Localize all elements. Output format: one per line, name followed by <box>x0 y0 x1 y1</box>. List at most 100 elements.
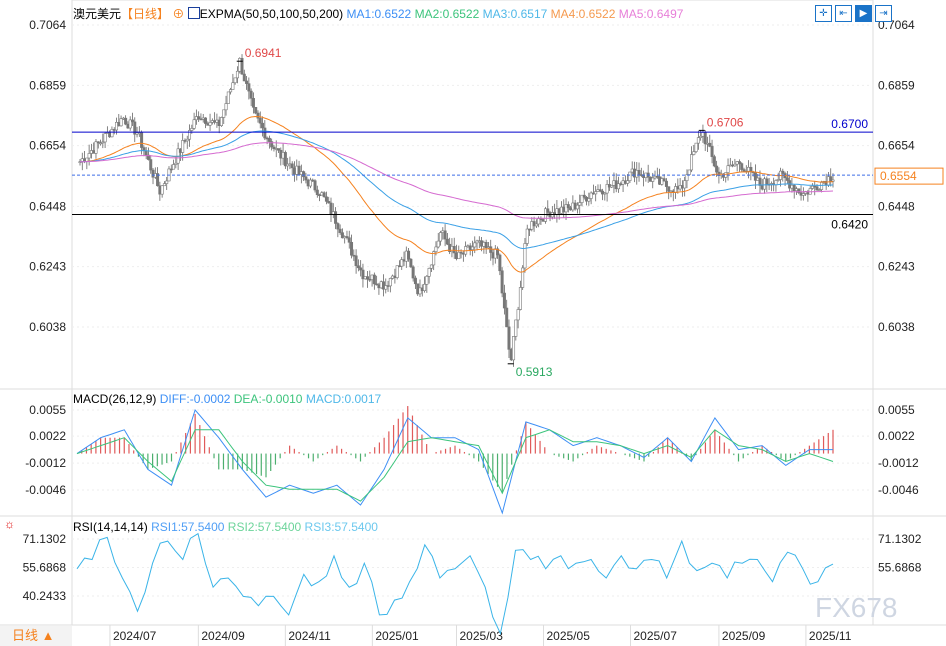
crosshair-icon[interactable]: ✛ <box>815 5 832 22</box>
candle-body <box>304 176 308 181</box>
diff-label: DIFF:-0.0002 <box>159 392 231 406</box>
y-tick-left: 0.6448 <box>29 199 66 213</box>
candle-body <box>156 173 160 187</box>
candle-body <box>737 161 741 164</box>
rsi-settings-icon[interactable]: ☼ <box>4 517 15 531</box>
candle-body <box>256 112 260 119</box>
candle-body <box>687 169 691 175</box>
low-label: 0.5913 <box>516 365 553 379</box>
macd-y-tick-right: 0.0022 <box>878 429 915 443</box>
candle-body <box>694 142 698 152</box>
candle-body <box>350 242 354 256</box>
candle-body <box>817 189 821 191</box>
header: 澳元美元【日线】 ⊕ EXPMA(50,50,100,50,200) MA1:0… <box>73 5 683 22</box>
candle-body <box>197 116 201 120</box>
candle-body <box>356 265 360 269</box>
candle-body <box>489 246 493 253</box>
candle-body <box>601 190 605 195</box>
rsi-y-tick-left: 40.2433 <box>23 589 67 603</box>
candle-body <box>283 152 287 167</box>
macd-y-tick-left: -0.0046 <box>25 483 66 497</box>
candle-body <box>637 169 641 175</box>
candle-body <box>692 151 696 155</box>
candle-body <box>582 194 586 198</box>
rsi-y-tick-left: 71.1302 <box>23 532 67 546</box>
high-label: 0.6941 <box>245 46 282 60</box>
candle-body <box>445 238 449 245</box>
x-tick-label: 2025/11 <box>809 629 852 643</box>
candle-body <box>395 265 399 278</box>
y-tick-right: 0.6243 <box>878 260 915 274</box>
rsi2-label: RSI2:57.5400 <box>227 520 302 534</box>
ema-fast-line <box>79 115 833 273</box>
candle-body <box>662 178 666 182</box>
y-tick-left: 0.7064 <box>29 18 66 32</box>
candle-body <box>338 228 342 233</box>
y-tick-left: 0.6243 <box>29 260 66 274</box>
candle-body <box>87 153 91 159</box>
candle-body <box>427 268 431 277</box>
ema-mid-line <box>79 130 834 250</box>
candle-body <box>443 230 447 240</box>
rsi-title: RSI(14,14,14) <box>73 520 148 534</box>
macd-header: MACD(26,12,9) DIFF:-0.0002 DEA:-0.0010 M… <box>73 392 381 406</box>
candle-body <box>192 119 196 129</box>
candle-body <box>334 211 338 224</box>
candle-body <box>580 194 584 203</box>
exit-icon[interactable]: ⇥ <box>875 5 892 22</box>
period-button[interactable]: 日线 ▲ <box>0 626 72 646</box>
candle-body <box>190 128 194 131</box>
candle-body <box>290 163 294 169</box>
x-tick-label: 2025/01 <box>375 629 419 643</box>
indicator-icon[interactable] <box>187 7 200 19</box>
candle-body <box>528 228 532 231</box>
candle-body <box>815 186 819 191</box>
candle-body <box>523 243 527 269</box>
candle-body <box>792 184 796 191</box>
candle-body <box>302 171 306 178</box>
candle-body <box>578 202 582 206</box>
candle-body <box>605 184 609 194</box>
macd-y-tick-right: -0.0012 <box>878 456 919 470</box>
candle-body <box>594 191 598 195</box>
play-icon[interactable]: ▶ <box>855 5 872 22</box>
current-price-box <box>874 167 944 185</box>
candle-body <box>434 246 438 252</box>
ma3-value: MA3:0.6517 <box>482 7 551 21</box>
candle-body <box>660 178 664 185</box>
candle-body <box>313 180 317 191</box>
candle-body <box>781 170 785 174</box>
candle-body <box>525 228 529 244</box>
ma-values: MA1:0.6522 MA2:0.6522 MA3:0.6517 MA4:0.6… <box>347 7 684 21</box>
candle-body <box>185 138 189 142</box>
period-button-label: 日线 <box>12 628 39 643</box>
ma1-value: MA1:0.6522 <box>346 7 415 21</box>
candle-body <box>99 142 103 145</box>
candle-body <box>432 251 436 266</box>
macd-title: MACD(26,12,9) <box>73 392 157 406</box>
macd-y-tick-right: 0.0055 <box>878 403 915 417</box>
macd-y-tick-right: -0.0046 <box>878 483 919 497</box>
candle-body <box>411 266 415 279</box>
candle-body <box>598 189 602 192</box>
x-tick-label: 2024/07 <box>113 629 157 643</box>
candle-body <box>651 177 655 182</box>
zoom-in-icon[interactable]: ⇤ <box>835 5 852 22</box>
candle-body <box>103 133 107 143</box>
ma5-value: MA5:0.6497 <box>618 7 684 21</box>
x-tick-label: 2024/11 <box>288 629 331 643</box>
period-label[interactable]: 【日线】 <box>121 7 170 21</box>
candle-body <box>359 267 363 271</box>
candle-body <box>149 159 153 171</box>
candle-body <box>347 237 351 243</box>
candle-body <box>425 275 429 285</box>
candle-body <box>172 164 176 170</box>
x-tick-label: 2025/03 <box>460 629 504 643</box>
candle-body <box>258 117 262 124</box>
indicator-label[interactable]: EXPMA(50,50,100,50,200) <box>199 7 344 21</box>
ema-slow-line <box>80 142 834 219</box>
candle-body <box>703 132 707 145</box>
y-tick-left: 0.6654 <box>29 139 66 153</box>
settings-icon[interactable]: ⊕ <box>172 7 185 21</box>
candle-body <box>664 180 668 187</box>
